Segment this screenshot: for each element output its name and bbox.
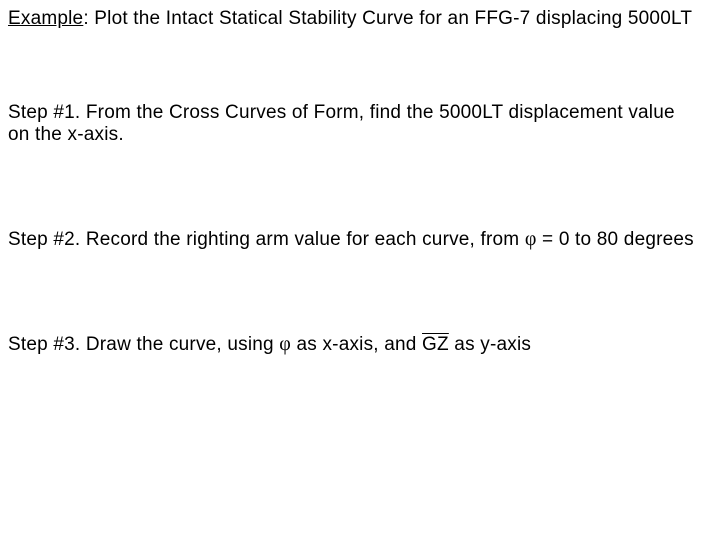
step-3: Step #3. Draw the curve, using φ as x-ax… [8,333,714,356]
step-3-text-b: as x-axis, and [291,334,422,355]
step-3-text-c: as y-axis [449,334,531,355]
step-3-text-a: Step #3. Draw the curve, using [8,334,279,355]
gz-overbar: GZ [422,334,449,355]
phi-symbol-2: φ [279,333,291,355]
step-1-line-b: on the x-axis. [8,124,124,145]
phi-symbol: φ [525,228,537,250]
example-label: Example [8,8,83,29]
step-1-line-a: Step #1. From the Cross Curves of Form, … [8,102,675,123]
title-line: Example: Plot the Intact Statical Stabil… [8,8,714,30]
document-page: Example: Plot the Intact Statical Stabil… [0,0,720,540]
step-2-text-a: Step #2. Record the righting arm value f… [8,229,525,250]
step-2-text-b: = 0 to 80 degrees [537,229,694,250]
step-2: Step #2. Record the righting arm value f… [8,228,714,251]
title-rest: : Plot the Intact Statical Stability Cur… [83,8,692,29]
step-1: Step #1. From the Cross Curves of Form, … [8,102,714,146]
